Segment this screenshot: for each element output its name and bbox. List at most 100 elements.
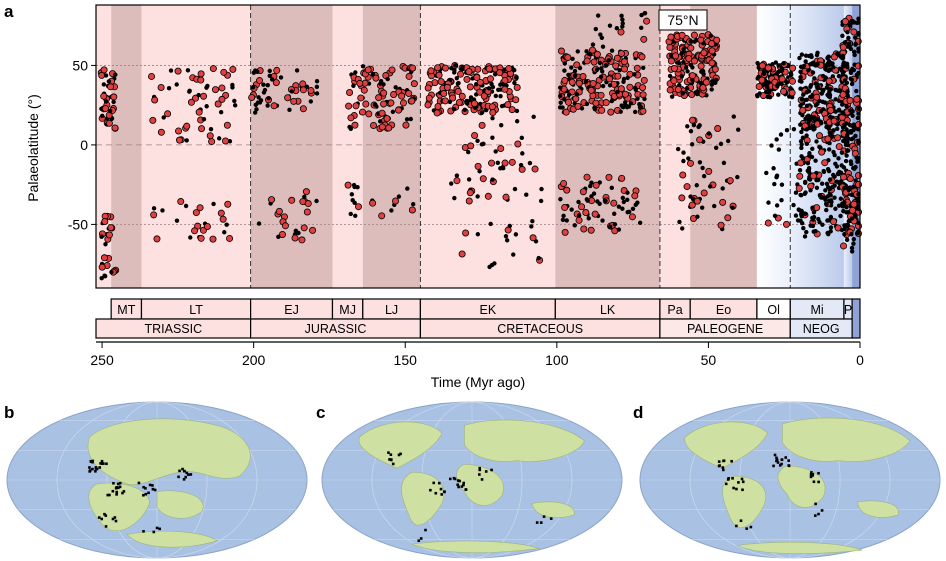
occurrence-dot: [184, 475, 187, 479]
data-point-marked: [497, 144, 505, 152]
panel-letter-d: d: [633, 403, 644, 422]
occurrence-dot: [780, 462, 783, 466]
data-point-marked: [850, 28, 858, 36]
data-point-marked: [674, 86, 682, 94]
occurrence-dot: [462, 481, 466, 485]
data-point: [584, 101, 590, 107]
epoch-band-early-triassic: [96, 5, 112, 288]
landmass: [736, 541, 863, 554]
data-point: [826, 231, 831, 237]
data-point-marked: [839, 91, 847, 99]
data-point: [761, 82, 766, 88]
data-point: [600, 69, 605, 74]
data-point: [454, 75, 459, 81]
data-point: [681, 60, 686, 65]
data-point-marked: [830, 117, 838, 125]
occurrence-dot: [549, 517, 553, 520]
data-point-marked: [583, 173, 591, 181]
data-point-marked: [281, 222, 289, 230]
data-point: [844, 237, 850, 243]
data-point-marked: [198, 125, 206, 133]
occurrence-dot: [158, 527, 161, 531]
data-point: [639, 25, 644, 31]
data-point-marked: [388, 66, 396, 74]
data-point: [585, 198, 590, 203]
data-point: [619, 13, 624, 19]
data-point-marked: [667, 33, 675, 41]
occurrence-dot: [776, 461, 780, 464]
data-point-marked: [562, 108, 570, 116]
occurrence-dot: [102, 462, 105, 465]
data-point: [837, 88, 843, 93]
data-point: [706, 131, 712, 136]
data-point-marked: [779, 87, 787, 95]
data-point: [102, 273, 108, 279]
data-point-marked: [370, 122, 378, 130]
data-point: [609, 185, 614, 191]
data-point-marked: [288, 196, 296, 204]
data-point: [389, 208, 394, 213]
data-point: [668, 53, 674, 58]
data-points: [97, 11, 862, 281]
data-point-marked: [149, 116, 157, 124]
data-point: [799, 145, 804, 151]
data-point: [831, 128, 836, 133]
data-point-marked: [518, 165, 526, 173]
data-point: [842, 78, 848, 83]
data-point-marked: [851, 149, 859, 157]
data-point-marked: [783, 220, 791, 228]
data-point-marked: [307, 87, 315, 95]
data-point-marked: [471, 100, 479, 108]
data-point: [834, 179, 840, 184]
data-point: [454, 173, 460, 178]
data-point-marked: [408, 206, 416, 214]
data-point: [849, 81, 855, 87]
data-point: [514, 75, 519, 80]
data-point: [791, 126, 797, 132]
data-point-marked: [572, 95, 580, 103]
data-point: [410, 202, 416, 207]
data-point-marked: [458, 250, 466, 258]
data-point-marked: [221, 137, 229, 145]
data-point: [833, 87, 838, 93]
occurrence-dot: [115, 493, 118, 496]
data-point: [574, 92, 580, 97]
epoch-band-mt: [111, 5, 142, 288]
data-point-marked: [272, 79, 280, 87]
data-point: [168, 68, 174, 73]
data-point-marked: [638, 53, 646, 61]
occurrence-dot: [91, 460, 94, 464]
data-point-marked: [620, 58, 628, 66]
x-tick-label: 100: [545, 352, 569, 368]
data-point: [849, 249, 855, 254]
occurrence-dot: [91, 467, 94, 471]
data-point: [619, 103, 624, 108]
data-point-marked: [591, 210, 599, 218]
occurrence-dot: [810, 471, 813, 474]
data-point: [776, 92, 781, 97]
data-point: [803, 53, 809, 58]
data-point-marked: [854, 62, 862, 70]
data-point: [853, 41, 858, 47]
data-point: [109, 269, 114, 275]
data-point: [620, 24, 625, 29]
data-point-marked: [217, 209, 225, 217]
data-point: [607, 83, 613, 88]
data-point: [813, 158, 818, 163]
occurrence-dot: [100, 459, 104, 463]
palaeomap-c: [321, 401, 623, 559]
epoch-band-ek: [420, 5, 556, 288]
data-point-marked: [435, 71, 443, 79]
data-point: [464, 101, 470, 106]
data-point: [232, 98, 237, 104]
occurrence-dot: [104, 514, 108, 517]
period-label-paleogene: PALEOGENE: [687, 322, 763, 336]
data-point: [294, 68, 300, 73]
data-point-marked: [564, 54, 572, 62]
data-point: [569, 207, 574, 212]
data-point-marked: [454, 87, 462, 95]
data-point-marked: [150, 211, 158, 219]
grid-lines: [96, 5, 860, 288]
occurrence-dot: [106, 493, 110, 497]
data-point-marked: [479, 175, 487, 183]
